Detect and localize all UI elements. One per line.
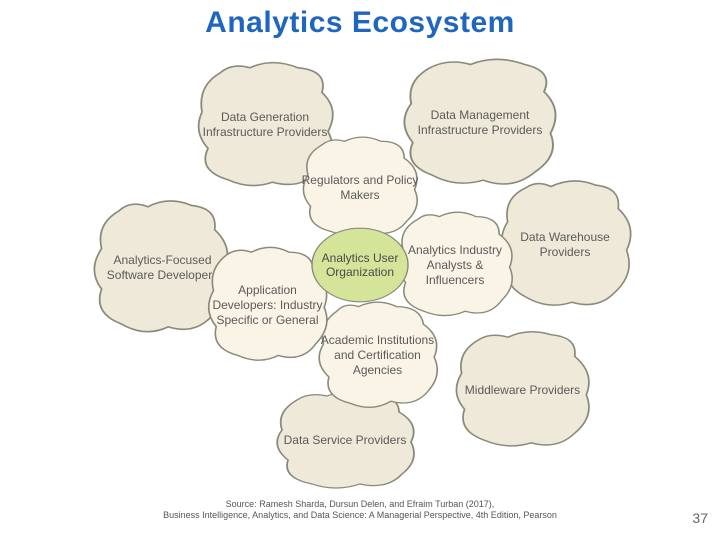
center-label: Analytics User Organization: [310, 251, 410, 279]
ecosystem-diagram: Data Generation Infrastructure Providers…: [100, 50, 620, 480]
center-node: Analytics User Organization: [310, 225, 410, 305]
petal-middleware: Middleware Providers: [450, 330, 595, 450]
petal-label: Regulators and Policy Makers: [295, 167, 425, 209]
source-line-2: Business Intelligence, Analytics, and Da…: [163, 510, 557, 520]
petal-label: Data Service Providers: [278, 427, 413, 454]
petal-label: Middleware Providers: [459, 377, 586, 404]
source-line-1: Source: Ramesh Sharda, Dursun Delen, and…: [226, 499, 495, 509]
page-title: Analytics Ecosystem: [0, 6, 720, 40]
page-number: 37: [692, 510, 708, 526]
source-citation: Source: Ramesh Sharda, Dursun Delen, and…: [0, 499, 720, 522]
